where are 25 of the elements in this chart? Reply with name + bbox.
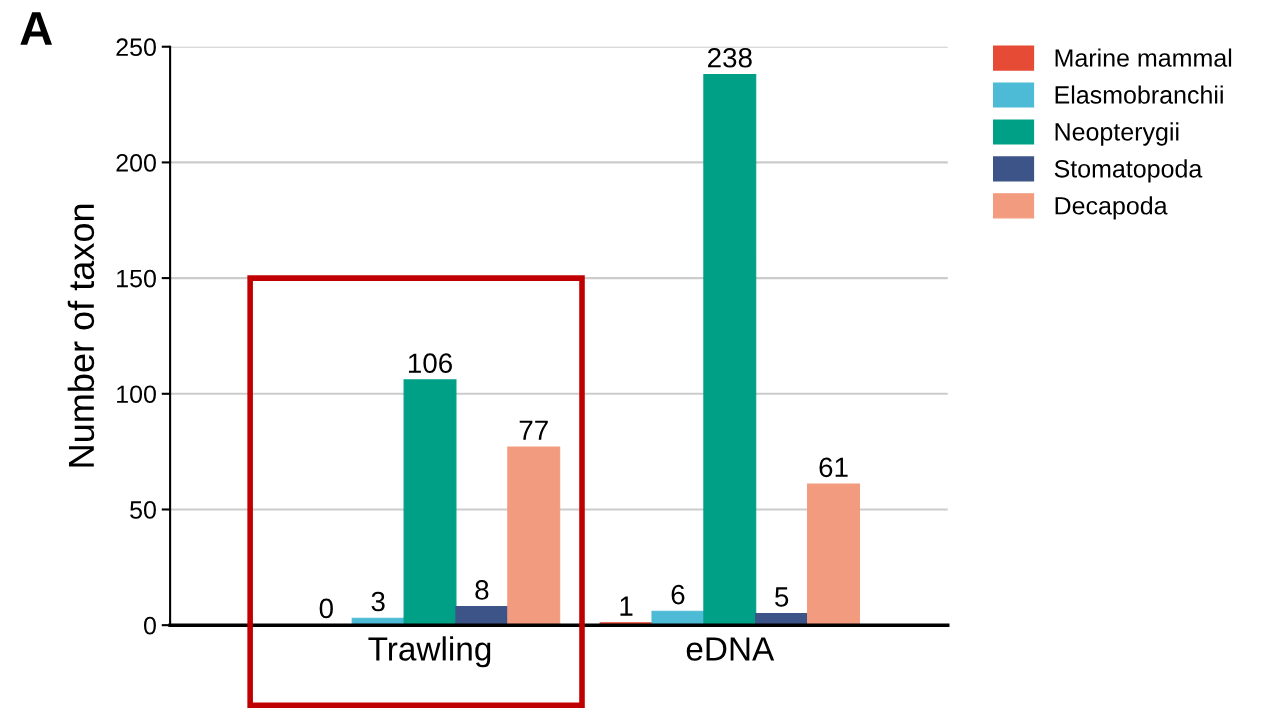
data-label: 77: [519, 420, 548, 440]
y-tick-label: 150: [117, 269, 156, 288]
legend-label: Elasmobranchii: [1055, 85, 1223, 104]
legend-label: Neopterygii: [1055, 122, 1179, 146]
data-label: 6: [671, 584, 685, 605]
data-label: 1: [620, 596, 633, 616]
y-tick-label: 100: [117, 385, 156, 404]
data-label: 3: [371, 591, 385, 612]
data-label: 106: [408, 353, 452, 374]
data-label: 238: [708, 47, 752, 68]
data-label: 0: [319, 598, 333, 619]
y-tick-label: 50: [130, 501, 156, 519]
y-tick-label: 250: [116, 38, 156, 57]
data-label: 61: [819, 457, 848, 478]
legend-label: Decapoda: [1055, 196, 1168, 220]
data-label: 5: [775, 587, 789, 607]
legend-label: Marine mammal: [1055, 48, 1232, 67]
data-label: 8: [475, 580, 489, 600]
y-tick-label: 200: [116, 154, 156, 172]
y-axis-title: Number of taxon: [67, 204, 95, 467]
legend-label: Stomatopoda: [1054, 159, 1203, 183]
text: A: [20, 12, 53, 45]
x-tick-label: eDNA: [686, 637, 775, 661]
y-tick-label: 0: [143, 616, 156, 635]
x-tick-label: Trawling: [368, 636, 491, 668]
